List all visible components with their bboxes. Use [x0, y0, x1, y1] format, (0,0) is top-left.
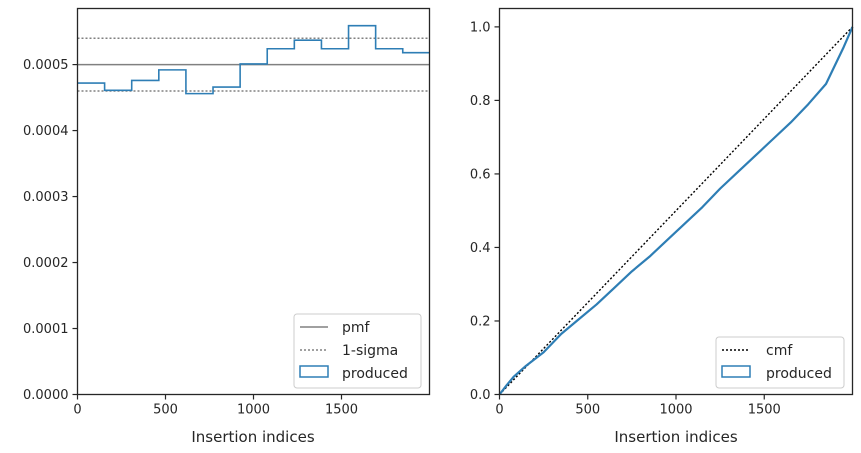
left-plot-marks [77, 24, 430, 95]
cmf-line [498, 26, 854, 395]
left-x-tick-label: 500 [153, 403, 178, 418]
right-ticks: 0 500 1000 1500 0.0 0.2 0.4 0.6 0.8 1.0 [470, 20, 781, 417]
right-x-tick-label: 1000 [659, 403, 692, 418]
left-x-tick-label: 1500 [325, 403, 358, 418]
legend-label-1-sigma: 1-sigma [342, 343, 398, 359]
right-y-tick-label: 0.2 [470, 314, 491, 329]
left-chart: 0 500 1000 1500 0.0000 0.0001 0.0002 0.0003 0.00… [23, 7, 431, 446]
right-x-tick-label: 0 [495, 403, 503, 418]
left-ticks: 0 500 1000 1500 0.0000 0.0001 0.0002 0.0003 0.00… [23, 58, 358, 417]
left-y-tick-label: 0.0000 [23, 388, 69, 403]
left-y-tick-label: 0.0003 [23, 190, 69, 205]
right-y-tick-label: 0.6 [470, 167, 491, 182]
right-y-tick-label: 0.0 [470, 388, 491, 403]
right-plot-marks [498, 26, 854, 396]
legend-label-cmf: cmf [766, 343, 793, 359]
right-x-tick-label: 500 [575, 403, 600, 418]
right-chart: 0 500 1000 1500 0.0 0.2 0.4 0.6 0.8 1.0 Insertion… [470, 7, 854, 446]
left-legend-box [293, 313, 422, 389]
legend-label-produced: produced [342, 366, 408, 382]
legend-swatch-produced-cdf [721, 365, 751, 378]
produced-histogram-step [77, 24, 430, 95]
left-y-tick-label: 0.0002 [23, 256, 69, 271]
left-y-tick-label: 0.0004 [23, 124, 69, 139]
right-legend: cmf produced [715, 336, 845, 389]
right-x-axis-label: Insertion indices [614, 428, 737, 446]
left-y-tick-label: 0.0001 [23, 322, 69, 337]
produced-cdf-line [498, 26, 854, 396]
right-y-tick-label: 0.4 [470, 241, 491, 256]
left-y-tick-label: 0.0005 [23, 58, 69, 73]
left-x-tick-label: 1000 [237, 403, 270, 418]
right-y-tick-label: 1.0 [470, 20, 491, 35]
legend-label-produced-cdf: produced [766, 366, 832, 382]
left-x-axis-label: Insertion indices [191, 428, 314, 446]
right-y-tick-label: 0.8 [470, 94, 491, 109]
legend-label-pmf: pmf [342, 320, 371, 336]
legend-swatch-produced [299, 365, 329, 378]
left-x-tick-label: 0 [73, 403, 81, 418]
right-x-tick-label: 1500 [748, 403, 781, 418]
left-legend: pmf 1-sigma produced [293, 313, 422, 389]
